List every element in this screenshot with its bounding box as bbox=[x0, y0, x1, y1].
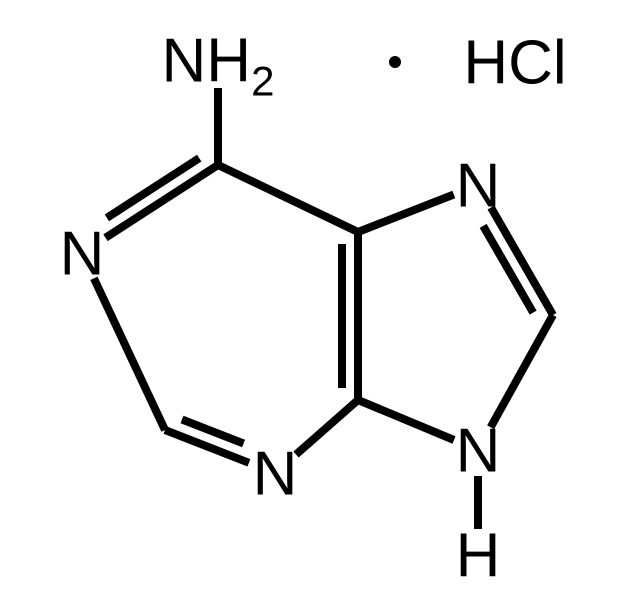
atom-label: N bbox=[253, 440, 298, 509]
salt-dot bbox=[389, 56, 401, 68]
atom-label: H bbox=[456, 522, 501, 591]
atom-label: NH2 bbox=[162, 27, 275, 105]
atom-label: N bbox=[60, 220, 105, 289]
atom-label: N bbox=[456, 152, 501, 221]
molecule-diagram: NNNH2NNHHCl bbox=[0, 0, 640, 602]
atom-label: N bbox=[456, 417, 501, 486]
atom-label: HCl bbox=[463, 29, 566, 98]
